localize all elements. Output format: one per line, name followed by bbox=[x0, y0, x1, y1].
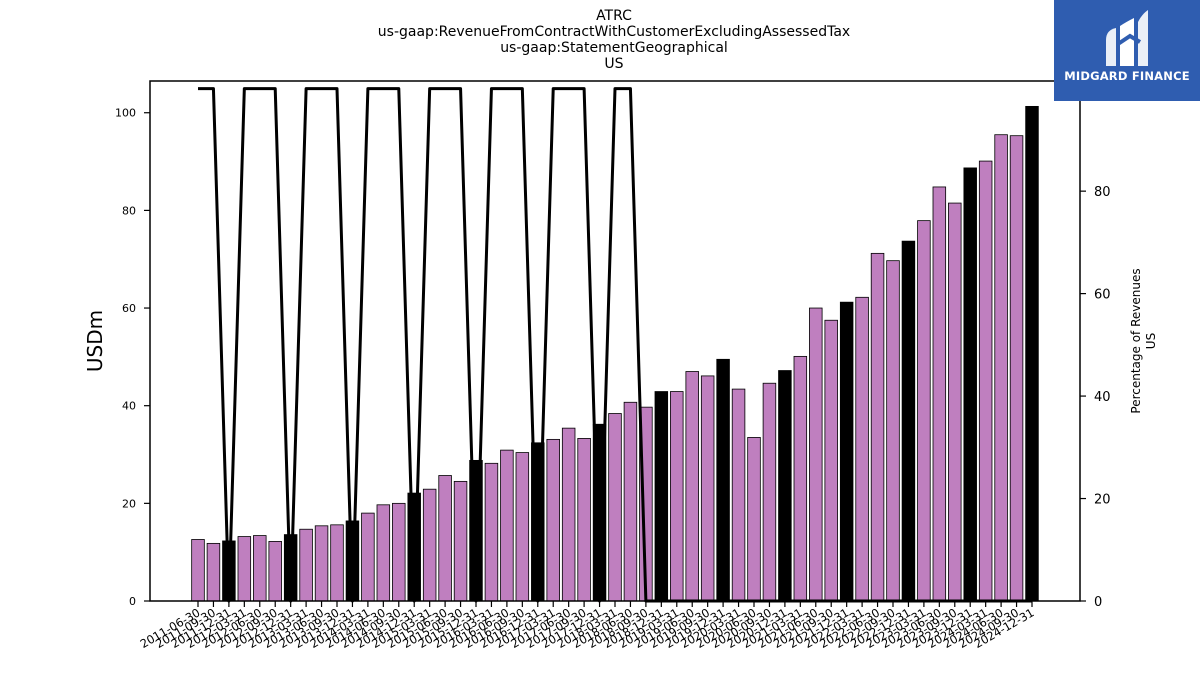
bar-quarter bbox=[577, 438, 591, 602]
logo-text: MIDGARD FINANCE bbox=[1064, 69, 1190, 83]
bar-quarter bbox=[561, 427, 576, 602]
title-line-concept: us-gaap:RevenueFromContractWithCustomerE… bbox=[378, 24, 850, 40]
y2-tick-label: 60 bbox=[1094, 288, 1111, 303]
bar-quarter bbox=[299, 528, 313, 602]
y2-axis-label-line-2: US bbox=[1144, 333, 1158, 349]
bar-year-end bbox=[654, 391, 669, 602]
bar-quarter bbox=[731, 388, 746, 602]
bar-quarter bbox=[1009, 135, 1024, 602]
bar-quarter bbox=[500, 449, 514, 602]
x-axis-ticks: 2011-06-302011-09-302011-12-312012-03-31… bbox=[138, 601, 1037, 651]
y-axis-label: USDm bbox=[83, 310, 107, 372]
midgard-finance-logo: MIDGARD FINANCE bbox=[1054, 0, 1200, 101]
title-line-axis: us-gaap:StatementGeographical bbox=[500, 40, 728, 56]
bar-quarter bbox=[670, 391, 684, 602]
bar-year-end bbox=[901, 240, 916, 602]
bar-quarter bbox=[855, 296, 869, 602]
bar-quarter bbox=[608, 413, 622, 602]
bar-year-end bbox=[839, 301, 854, 602]
y-tick-label: 20 bbox=[122, 497, 136, 510]
bar-quarter bbox=[392, 502, 406, 602]
bar-year-end bbox=[778, 370, 792, 602]
bar-quarter bbox=[191, 539, 205, 602]
bar-quarter bbox=[948, 202, 962, 602]
bar-quarter bbox=[237, 536, 252, 602]
bar-quarter bbox=[978, 160, 993, 602]
y2-tick-label: 80 bbox=[1094, 185, 1111, 200]
bar-quarter bbox=[793, 355, 808, 602]
y-tick-label: 60 bbox=[122, 302, 136, 315]
bar-quarter bbox=[932, 186, 947, 602]
bar-year-end bbox=[716, 358, 730, 602]
bar-quarter bbox=[515, 452, 530, 602]
y2-axis-label: Percentage of Revenues US bbox=[1129, 268, 1158, 413]
bar-quarter bbox=[685, 371, 699, 602]
y2-axis-label-line-1: Percentage of Revenues bbox=[1129, 268, 1143, 413]
y-tick-label: 100 bbox=[115, 107, 136, 120]
bar-year-end bbox=[1025, 105, 1039, 602]
bar-quarter bbox=[484, 462, 499, 602]
bar-quarter bbox=[453, 480, 468, 602]
bar-quarter bbox=[546, 438, 560, 602]
logo-mark-icon bbox=[1106, 10, 1148, 66]
y2-tick-label: 40 bbox=[1094, 390, 1111, 405]
bar-quarter bbox=[917, 220, 931, 602]
bar-quarter bbox=[376, 504, 391, 602]
y2-tick-label: 0 bbox=[1094, 595, 1102, 610]
bar-quarter bbox=[314, 525, 329, 602]
y-tick-label: 40 bbox=[122, 400, 136, 413]
bar-quarter bbox=[206, 542, 221, 602]
bar-quarter bbox=[253, 535, 267, 602]
bar-quarter bbox=[361, 512, 375, 602]
title-line-member: US bbox=[604, 56, 623, 72]
bar-quarter bbox=[886, 260, 900, 602]
left-axis-ticks: 0 20 40 60 80 100 bbox=[115, 107, 150, 608]
y-tick-label: 0 bbox=[129, 595, 136, 608]
bar-series bbox=[191, 105, 1039, 602]
bar-quarter bbox=[762, 382, 777, 602]
bar-quarter bbox=[330, 524, 344, 602]
bar-quarter bbox=[870, 252, 885, 602]
bar-quarter bbox=[438, 475, 452, 602]
bar-quarter bbox=[824, 319, 838, 602]
y2-tick-label: 20 bbox=[1094, 493, 1111, 508]
bar-quarter bbox=[268, 541, 282, 602]
bar-quarter bbox=[422, 488, 437, 602]
bar-quarter bbox=[994, 134, 1008, 602]
title-line-ticker: ATRC bbox=[596, 8, 632, 24]
y-tick-label: 80 bbox=[122, 204, 136, 217]
bar-quarter bbox=[700, 375, 715, 602]
chart-title: ATRC us-gaap:RevenueFromContractWithCust… bbox=[378, 8, 850, 72]
bar-quarter bbox=[623, 401, 638, 602]
bar-quarter bbox=[747, 437, 761, 602]
bar-quarter bbox=[809, 307, 823, 602]
bar-year-end bbox=[963, 167, 977, 602]
